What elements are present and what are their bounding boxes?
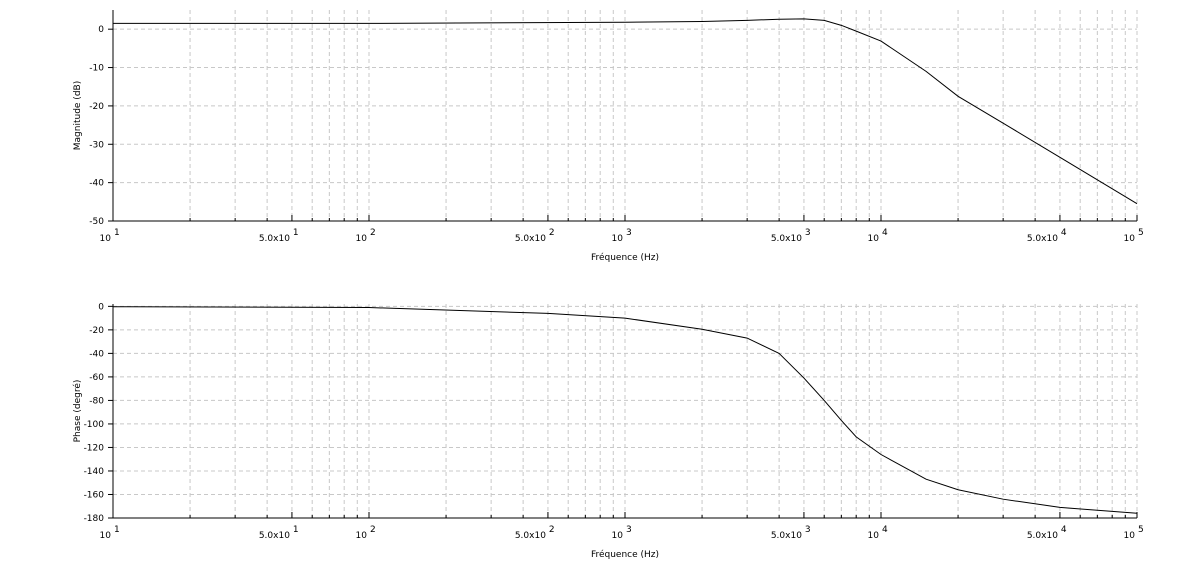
x-tick-exponent: 4 [1061, 525, 1067, 535]
y-tick-label: -120 [84, 443, 105, 453]
x-tick-label: 10 [356, 531, 368, 541]
x-tick-label: 10 [868, 531, 880, 541]
x-tick-exponent: 2 [370, 228, 376, 238]
y-tick-label: 0 [98, 302, 104, 312]
x-tick-exponent: 5 [1138, 525, 1144, 535]
y-tick-label: -20 [89, 102, 104, 112]
y-tick-label: 0 [98, 25, 104, 35]
x-tick-label: 5.0x10 [1027, 234, 1058, 244]
data-line [113, 18, 1138, 205]
x-tick-exponent: 4 [882, 525, 888, 535]
data-line [112, 306, 1138, 514]
x-tick-exponent: 1 [293, 525, 299, 535]
y-tick-label: -20 [89, 326, 104, 336]
x-tick-exponent: 3 [805, 228, 811, 238]
x-tick-exponent: 1 [293, 228, 299, 238]
x-tick-label: 5.0x10 [515, 531, 546, 541]
x-tick-exponent: 1 [114, 525, 120, 535]
y-tick-label: -100 [84, 420, 105, 430]
x-tick-label: 5.0x10 [771, 234, 802, 244]
y-tick-label: -40 [89, 349, 104, 359]
x-tick-label: 5.0x10 [515, 234, 546, 244]
x-tick-exponent: 3 [805, 525, 811, 535]
y-tick-label: -50 [89, 217, 104, 227]
x-tick-label: 5.0x10 [771, 531, 802, 541]
x-axis-label: Fréquence (Hz) [591, 252, 659, 263]
y-axis-label: Magnitude (dB) [73, 81, 83, 150]
x-tick-exponent: 2 [370, 525, 376, 535]
x-tick-label: 10 [100, 234, 112, 244]
x-tick-exponent: 4 [1061, 228, 1067, 238]
x-tick-exponent: 1 [114, 228, 120, 238]
y-tick-label: -40 [89, 179, 104, 189]
x-tick-exponent: 3 [626, 525, 632, 535]
x-tick-label: 10 [868, 234, 880, 244]
y-tick-label: -180 [84, 514, 105, 524]
x-tick-label: 5.0x10 [259, 531, 290, 541]
y-axis-label: Phase (degré) [72, 380, 83, 443]
x-tick-label: 10 [612, 234, 624, 244]
x-tick-exponent: 2 [549, 228, 555, 238]
x-tick-exponent: 4 [882, 228, 888, 238]
y-tick-label: -140 [84, 467, 105, 477]
x-tick-exponent: 5 [1138, 228, 1144, 238]
x-tick-label: 10 [1124, 234, 1136, 244]
x-tick-label: 10 [100, 531, 112, 541]
x-tick-label: 5.0x10 [1027, 531, 1058, 541]
x-tick-label: 10 [612, 531, 624, 541]
x-tick-exponent: 3 [626, 228, 632, 238]
x-axis-label: Fréquence (Hz) [591, 549, 659, 560]
y-tick-label: -60 [89, 373, 104, 383]
x-tick-label: 10 [356, 234, 368, 244]
x-tick-label: 10 [1124, 531, 1136, 541]
x-tick-exponent: 2 [549, 525, 555, 535]
y-tick-label: -30 [89, 140, 104, 150]
x-tick-label: 5.0x10 [259, 234, 290, 244]
y-tick-label: -160 [84, 490, 105, 500]
y-tick-label: -10 [89, 64, 104, 74]
y-tick-label: -80 [89, 396, 104, 406]
